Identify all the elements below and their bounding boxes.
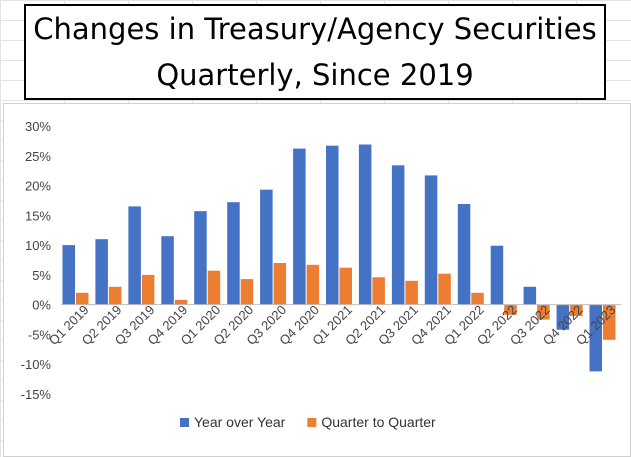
bar-year-over-year [556,304,570,330]
y-tick-label: 0% [32,298,51,313]
y-tick-label: 10% [25,238,51,253]
bar-quarter-to-quarter [471,292,484,305]
bar-quarter-to-quarter [273,263,287,305]
bar-quarter-to-quarter [537,304,550,320]
y-tick-label: 15% [25,208,51,223]
bar-quarter-to-quarter [108,286,122,305]
bar-quarter-to-quarter [141,274,155,305]
bar-year-over-year [95,239,108,305]
bar-year-over-year [161,236,174,305]
bar-quarter-to-quarter [240,279,254,305]
bar-quarter-to-quarter [76,292,89,305]
y-tick-label: 25% [25,149,51,164]
bar-year-over-year [227,202,240,305]
y-tick-label: -5% [28,327,52,342]
bars [62,144,616,372]
y-tick-label: -15% [21,387,52,402]
y-tick-label: 20% [25,179,51,194]
bar-year-over-year [457,204,471,305]
bar-quarter-to-quarter [504,304,517,315]
bar-quarter-to-quarter [339,267,352,305]
bar-year-over-year [589,304,602,372]
bar-year-over-year [490,245,504,305]
bar-year-over-year [62,245,75,305]
bar-year-over-year [194,211,207,305]
bar-quarter-to-quarter [405,280,418,305]
bar-year-over-year [523,286,537,305]
bar-year-over-year [293,148,306,305]
chart-title-line2: Quarterly, Since 2019 [24,52,606,100]
bar-year-over-year [260,189,273,305]
y-tick-label: 5% [32,268,51,283]
bar-year-over-year [326,145,339,305]
legend-label: Year over Year [194,414,286,430]
bar-quarter-to-quarter [306,264,320,305]
y-tick-label: 30% [25,119,51,134]
bar-quarter-to-quarter [207,270,221,305]
legend-swatch [307,418,317,427]
bar-year-over-year [424,175,438,305]
y-tick-label: -10% [21,357,52,372]
bar-year-over-year [128,206,141,305]
bar-year-over-year [391,165,405,305]
legend: Year over Year Quarter to Quarter [180,414,436,430]
bar-year-over-year [358,144,372,305]
bar-quarter-to-quarter [174,299,188,305]
bar-quarter-to-quarter [570,304,583,316]
bar-quarter-to-quarter [372,277,385,305]
bar-quarter-to-quarter [603,304,616,340]
y-axis: 30% 25% 20% 15% 10% 5% 0% -5% -10% -15% [21,119,52,402]
legend-swatch [180,418,189,427]
chart-area: 30% 25% 20% 15% 10% 5% 0% -5% -10% -15% Q1 2019 Q2… [3,103,631,457]
bar-chart: 30% 25% 20% 15% 10% 5% 0% -5% -10% -15% Q1 2019Q2… [21,119,621,430]
legend-label: Quarter to Quarter [321,414,436,430]
bar-quarter-to-quarter [438,273,451,305]
chart-title-line1: Changes in Treasury/Agency Securities [24,4,606,54]
